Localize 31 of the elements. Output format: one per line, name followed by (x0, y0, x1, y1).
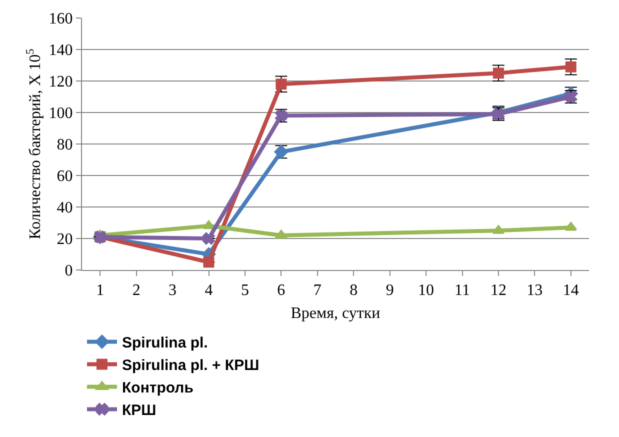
x-axis-title: Время, сутки (290, 304, 381, 322)
y-tick-label: 40 (56, 200, 73, 217)
y-tick-label: 60 (56, 168, 73, 186)
legend-label: Spirulina pl. (122, 334, 208, 352)
legend-label: Spirulina pl. + КРШ (122, 357, 260, 374)
x-tick-label: 9 (386, 282, 394, 300)
x-tick-label: 13 (526, 282, 543, 300)
x-tick-label: 2 (132, 282, 140, 300)
x-tick-label: 1 (96, 282, 104, 300)
point (564, 222, 578, 231)
x-tick-label: 10 (418, 282, 434, 300)
y-tick-label: 80 (56, 136, 73, 154)
y-tick-label: 100 (48, 105, 73, 122)
y-tick-label: 140 (48, 42, 73, 60)
y-tick-label: 0 (64, 262, 73, 280)
point (274, 230, 288, 239)
x-tick-label: 6 (277, 282, 286, 300)
y-tick-label: 160 (48, 10, 73, 28)
legend-label: КРШ (122, 402, 156, 420)
x-tick-label: 3 (168, 282, 177, 300)
x-tick-label: 5 (240, 282, 249, 300)
point (202, 232, 215, 245)
x-tick-label: 11 (454, 282, 470, 300)
x-tick-label: 14 (562, 282, 579, 300)
x-tick-label: 8 (350, 282, 358, 300)
x-tick-label: 4 (204, 282, 213, 300)
y-tick-label: 20 (56, 231, 73, 248)
y-tick-label: 120 (48, 74, 73, 91)
x-tick-label: 7 (313, 282, 322, 300)
legend-label: Контроль (122, 380, 194, 397)
x-tick-label: 12 (490, 282, 506, 300)
